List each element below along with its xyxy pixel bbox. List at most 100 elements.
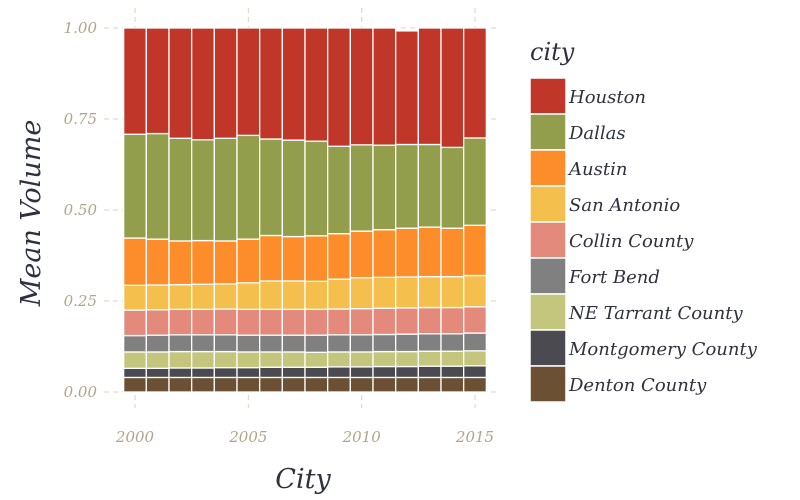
bar-segment-fort-bend-2010 bbox=[349, 334, 374, 353]
legend-swatch-montgomery-county bbox=[529, 329, 567, 367]
bar-segment-montgomery-county-2005 bbox=[236, 366, 261, 379]
bar-segment-austin-2003 bbox=[191, 239, 215, 285]
bar-segment-denton-county-2007 bbox=[281, 376, 306, 393]
bar-segment-san-antonio-2008 bbox=[304, 280, 329, 311]
bar-segment-houston-2001 bbox=[145, 27, 170, 135]
bar-segment-ne-tarrant-county-2006 bbox=[259, 351, 283, 368]
bar-segment-denton-county-2000 bbox=[123, 376, 147, 393]
bar-segment-collin-county-2013 bbox=[417, 306, 442, 335]
x-tick-label: 2015 bbox=[455, 428, 494, 446]
bar-segment-collin-county-2000 bbox=[123, 309, 147, 337]
y-tick-label: 0.25 bbox=[64, 292, 97, 310]
legend-label-ne-tarrant-county: NE Tarrant County bbox=[568, 303, 743, 324]
y-axis-title: Mean Volume bbox=[16, 120, 47, 308]
bar-segment-austin-2012 bbox=[395, 227, 419, 278]
bar-segment-denton-county-2012 bbox=[395, 376, 419, 393]
bar-segment-san-antonio-2007 bbox=[281, 280, 306, 311]
bar-segment-austin-2011 bbox=[372, 229, 397, 278]
bar-segment-houston-2013 bbox=[417, 27, 442, 146]
bar-segment-austin-2002 bbox=[168, 240, 193, 286]
bar-segment-austin-2004 bbox=[213, 240, 238, 285]
bar-segment-austin-2014 bbox=[440, 227, 465, 278]
bar-segment-denton-county-2004 bbox=[213, 376, 238, 393]
bar-segment-houston-2008 bbox=[304, 27, 329, 142]
bar-segment-dallas-2004 bbox=[213, 137, 238, 242]
bar-segment-houston-2002 bbox=[168, 27, 193, 139]
bar-segment-san-antonio-2009 bbox=[327, 278, 351, 310]
x-axis-ticks: 2000 2005 2010 2015 bbox=[115, 428, 494, 446]
bar-segment-fort-bend-2006 bbox=[259, 334, 283, 353]
bar-segment-ne-tarrant-county-2013 bbox=[417, 350, 442, 367]
bar-segment-fort-bend-2003 bbox=[191, 334, 215, 353]
bar-segment-ne-tarrant-county-2012 bbox=[395, 350, 419, 368]
bar-segment-dallas-2015 bbox=[463, 137, 487, 226]
bar-segment-houston-2010 bbox=[349, 27, 374, 146]
legend-swatch-fort-bend bbox=[529, 257, 567, 295]
bar-segment-fort-bend-2013 bbox=[417, 333, 442, 352]
bar-segment-san-antonio-2004 bbox=[213, 283, 238, 310]
bar-segment-denton-county-2008 bbox=[304, 376, 329, 393]
bar-segment-houston-2014 bbox=[440, 27, 465, 149]
bar-segment-ne-tarrant-county-2014 bbox=[440, 350, 465, 367]
bar-segment-ne-tarrant-county-2001 bbox=[145, 351, 170, 369]
bar-segment-houston-2000 bbox=[123, 27, 147, 135]
bar-segment-montgomery-county-2001 bbox=[145, 367, 170, 379]
bar-segment-ne-tarrant-county-2008 bbox=[304, 351, 329, 368]
bar-segment-montgomery-county-2015 bbox=[463, 365, 487, 379]
legend-swatch-dallas bbox=[529, 113, 567, 151]
bar-segment-collin-county-2001 bbox=[145, 309, 170, 336]
bar-segment-fort-bend-2004 bbox=[213, 334, 238, 353]
bar-segment-fort-bend-2015 bbox=[463, 332, 487, 352]
legend-label-austin: Austin bbox=[567, 159, 627, 180]
bar-segment-collin-county-2005 bbox=[236, 308, 261, 336]
bar-segment-dallas-2008 bbox=[304, 140, 329, 237]
bar-segment-fort-bend-2005 bbox=[236, 334, 261, 353]
bar-segment-denton-county-2009 bbox=[327, 376, 351, 393]
bar-segment-montgomery-county-2004 bbox=[213, 366, 238, 379]
legend-label-houston: Houston bbox=[568, 87, 646, 108]
bar-segment-dallas-2001 bbox=[145, 132, 170, 240]
bar-segment-san-antonio-2010 bbox=[349, 277, 374, 310]
bar-segment-austin-2013 bbox=[417, 226, 442, 278]
x-tick-label: 2010 bbox=[342, 428, 382, 446]
bar-segment-denton-county-2014 bbox=[440, 376, 465, 393]
bar-segment-denton-county-2006 bbox=[259, 376, 283, 393]
bar-segment-houston-2015 bbox=[463, 27, 487, 139]
bar-segment-houston-2006 bbox=[259, 27, 283, 140]
bar-segment-montgomery-county-2003 bbox=[191, 367, 215, 379]
bar-segment-dallas-2005 bbox=[236, 134, 261, 240]
bar-segment-houston-2003 bbox=[191, 27, 215, 141]
y-tick-label: 0.00 bbox=[64, 383, 98, 401]
bar-segment-dallas-2013 bbox=[417, 143, 442, 228]
bar-segment-collin-county-2003 bbox=[191, 308, 215, 336]
bars bbox=[123, 27, 487, 393]
bar-segment-san-antonio-2000 bbox=[123, 284, 147, 311]
bar-segment-houston-2004 bbox=[213, 27, 238, 139]
bar-segment-fort-bend-2011 bbox=[372, 333, 397, 353]
bar-segment-montgomery-county-2012 bbox=[395, 365, 419, 379]
bar-segment-austin-2001 bbox=[145, 238, 170, 286]
bar-segment-denton-county-2010 bbox=[349, 376, 374, 393]
bar-segment-denton-county-2003 bbox=[191, 376, 215, 393]
bar-segment-san-antonio-2005 bbox=[236, 282, 261, 311]
bar-segment-austin-2015 bbox=[463, 224, 487, 277]
y-tick-label: 1.00 bbox=[64, 19, 98, 37]
bar-segment-ne-tarrant-county-2000 bbox=[123, 351, 147, 369]
x-tick-label: 2000 bbox=[115, 428, 155, 446]
bar-segment-dallas-2003 bbox=[191, 139, 215, 242]
legend-title: city bbox=[530, 38, 575, 66]
bar-segment-denton-county-2015 bbox=[463, 376, 487, 393]
legend-label-montgomery-county: Montgomery County bbox=[568, 339, 758, 360]
bar-segment-collin-county-2008 bbox=[304, 308, 329, 336]
bar-segment-ne-tarrant-county-2011 bbox=[372, 350, 397, 368]
bar-segment-montgomery-county-2006 bbox=[259, 366, 283, 379]
bar-segment-fort-bend-2007 bbox=[281, 334, 306, 353]
bar-segment-houston-2012 bbox=[395, 30, 419, 146]
x-tick-label: 2005 bbox=[228, 428, 267, 446]
bar-segment-san-antonio-2015 bbox=[463, 274, 487, 308]
bar-segment-austin-2000 bbox=[123, 237, 147, 286]
bar-segment-houston-2011 bbox=[372, 27, 397, 146]
bar-segment-ne-tarrant-county-2009 bbox=[327, 351, 351, 368]
bar-segment-collin-county-2006 bbox=[259, 308, 283, 336]
